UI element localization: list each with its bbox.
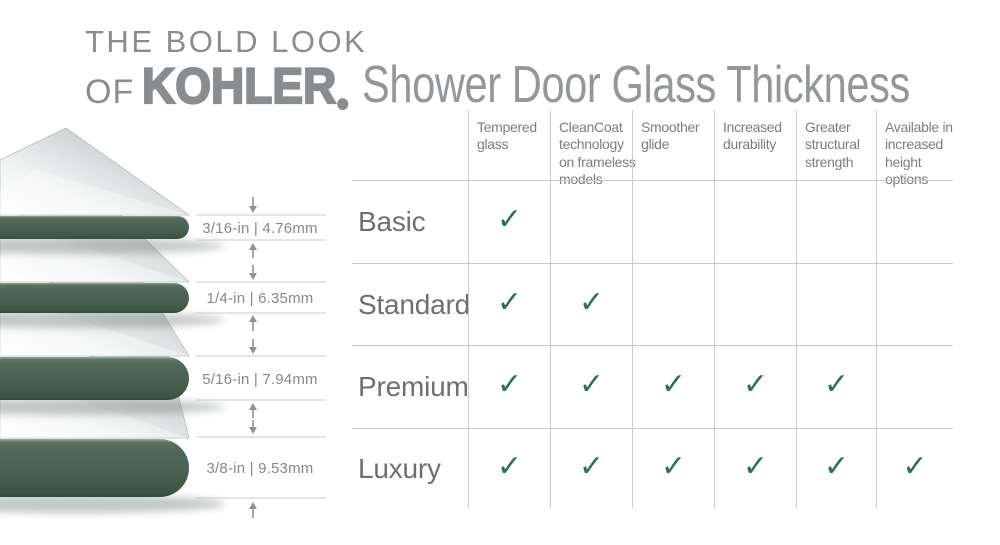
arrow-down-icon xyxy=(249,197,257,213)
logo-tagline-line1: THE BOLD LOOK xyxy=(85,24,368,59)
column-header-label: Tempered glass xyxy=(477,119,537,153)
checkmark-icon: ✓ xyxy=(496,448,523,484)
cell-premium-col4: ✓ xyxy=(714,345,796,428)
arrow-up-icon xyxy=(249,502,257,518)
column-header-label: Increased durability xyxy=(723,119,782,153)
cell-luxury-col2: ✓ xyxy=(550,428,632,508)
checkmark-icon: ✓ xyxy=(578,367,605,402)
cell-basic-col3 xyxy=(632,180,714,263)
glass-edge-4 xyxy=(0,439,225,513)
column-header-label: Smoother glide xyxy=(641,119,700,153)
column-header: Tempered glass xyxy=(468,110,550,180)
cell-standard-col3 xyxy=(632,263,714,345)
cell-standard-col1: ✓ xyxy=(468,263,550,345)
glass-edge-3 xyxy=(0,357,225,415)
cell-basic-col2 xyxy=(550,180,632,263)
checkmark-icon: ✓ xyxy=(578,284,605,320)
checkmark-icon: ✓ xyxy=(496,284,523,320)
table-corner-cell xyxy=(352,110,468,180)
arrow-up-icon xyxy=(249,403,257,418)
kohler-logo: THE BOLD LOOK OF KOHLER ® xyxy=(85,24,368,114)
row-label-standard: Standard xyxy=(352,263,470,345)
column-header: Smoother glide xyxy=(632,110,714,180)
registered-trademark-symbol: ® xyxy=(337,96,349,112)
glass-thickness-diagram: 3/16-in | 4.76mm 1/4-in | 6.35mm 5/16-in… xyxy=(0,127,326,518)
cell-luxury-col4: ✓ xyxy=(714,428,796,508)
measurement-lines xyxy=(196,214,326,499)
checkmark-icon: ✓ xyxy=(823,367,850,402)
cell-luxury-col6: ✓ xyxy=(876,428,953,508)
column-header: Greater structural strength xyxy=(796,110,876,180)
measurement-label-1: 3/16-in | 4.76mm xyxy=(202,220,317,237)
arrow-up-icon xyxy=(249,243,257,258)
cell-basic-col6 xyxy=(876,180,953,263)
cell-premium-col6 xyxy=(876,345,953,428)
logo-tagline-of: OF xyxy=(85,73,135,111)
checkmark-icon: ✓ xyxy=(823,448,850,484)
checkmark-icon: ✓ xyxy=(742,367,769,402)
measurement-label-3: 5/16-in | 7.94mm xyxy=(202,371,317,388)
column-header-label: CleanCoat technology on frameless models xyxy=(559,119,636,188)
glass-sheet-1 xyxy=(0,127,191,216)
cell-premium-col3: ✓ xyxy=(632,345,714,428)
arrow-down-icon xyxy=(249,420,257,434)
logo-brand-wordmark: KOHLER ® xyxy=(141,58,349,114)
cell-premium-col2: ✓ xyxy=(550,345,632,428)
column-header-label: Greater structural strength xyxy=(805,119,860,170)
arrow-down-icon xyxy=(249,265,257,280)
cell-luxury-col1: ✓ xyxy=(468,428,550,508)
row-label-luxury: Luxury xyxy=(352,428,468,508)
column-header-label: Available in increased height options xyxy=(885,119,953,188)
cell-basic-col5 xyxy=(796,180,876,263)
page-title: Shower Door Glass Thickness xyxy=(362,55,910,114)
cell-premium-col1: ✓ xyxy=(468,345,550,428)
measurement-label-4: 3/8-in | 9.53mm xyxy=(207,460,314,477)
cell-luxury-col3: ✓ xyxy=(632,428,714,508)
checkmark-icon: ✓ xyxy=(660,367,687,402)
row-label-premium: Premium xyxy=(352,345,469,428)
column-header: Available in increased height options xyxy=(876,110,953,187)
checkmark-icon: ✓ xyxy=(742,448,769,484)
measurement-arrows xyxy=(249,197,257,518)
arrow-up-icon xyxy=(249,315,257,331)
cell-standard-col5 xyxy=(796,263,876,345)
cell-luxury-col5: ✓ xyxy=(796,428,876,508)
column-header: Increased durability xyxy=(714,110,796,180)
checkmark-icon: ✓ xyxy=(496,202,523,237)
row-label-basic: Basic xyxy=(352,180,468,263)
measurement-label-2: 1/4-in | 6.35mm xyxy=(207,290,314,307)
glass-edge-1 xyxy=(0,216,225,254)
feature-comparison-table: Tempered glass CleanCoat technology on fr… xyxy=(352,110,953,508)
arrow-down-icon xyxy=(249,339,257,354)
glass-edge-2 xyxy=(0,283,225,328)
checkmark-icon: ✓ xyxy=(496,367,523,402)
checkmark-icon: ✓ xyxy=(578,448,605,484)
cell-standard-col4 xyxy=(714,263,796,345)
cell-premium-col5: ✓ xyxy=(796,345,876,428)
cell-standard-col6 xyxy=(876,263,953,345)
checkmark-icon: ✓ xyxy=(660,448,687,484)
cell-basic-col1: ✓ xyxy=(468,180,550,263)
cell-basic-col4 xyxy=(714,180,796,263)
checkmark-icon: ✓ xyxy=(902,448,928,484)
column-header: CleanCoat technology on frameless models xyxy=(550,110,636,187)
cell-standard-col2: ✓ xyxy=(550,263,632,345)
